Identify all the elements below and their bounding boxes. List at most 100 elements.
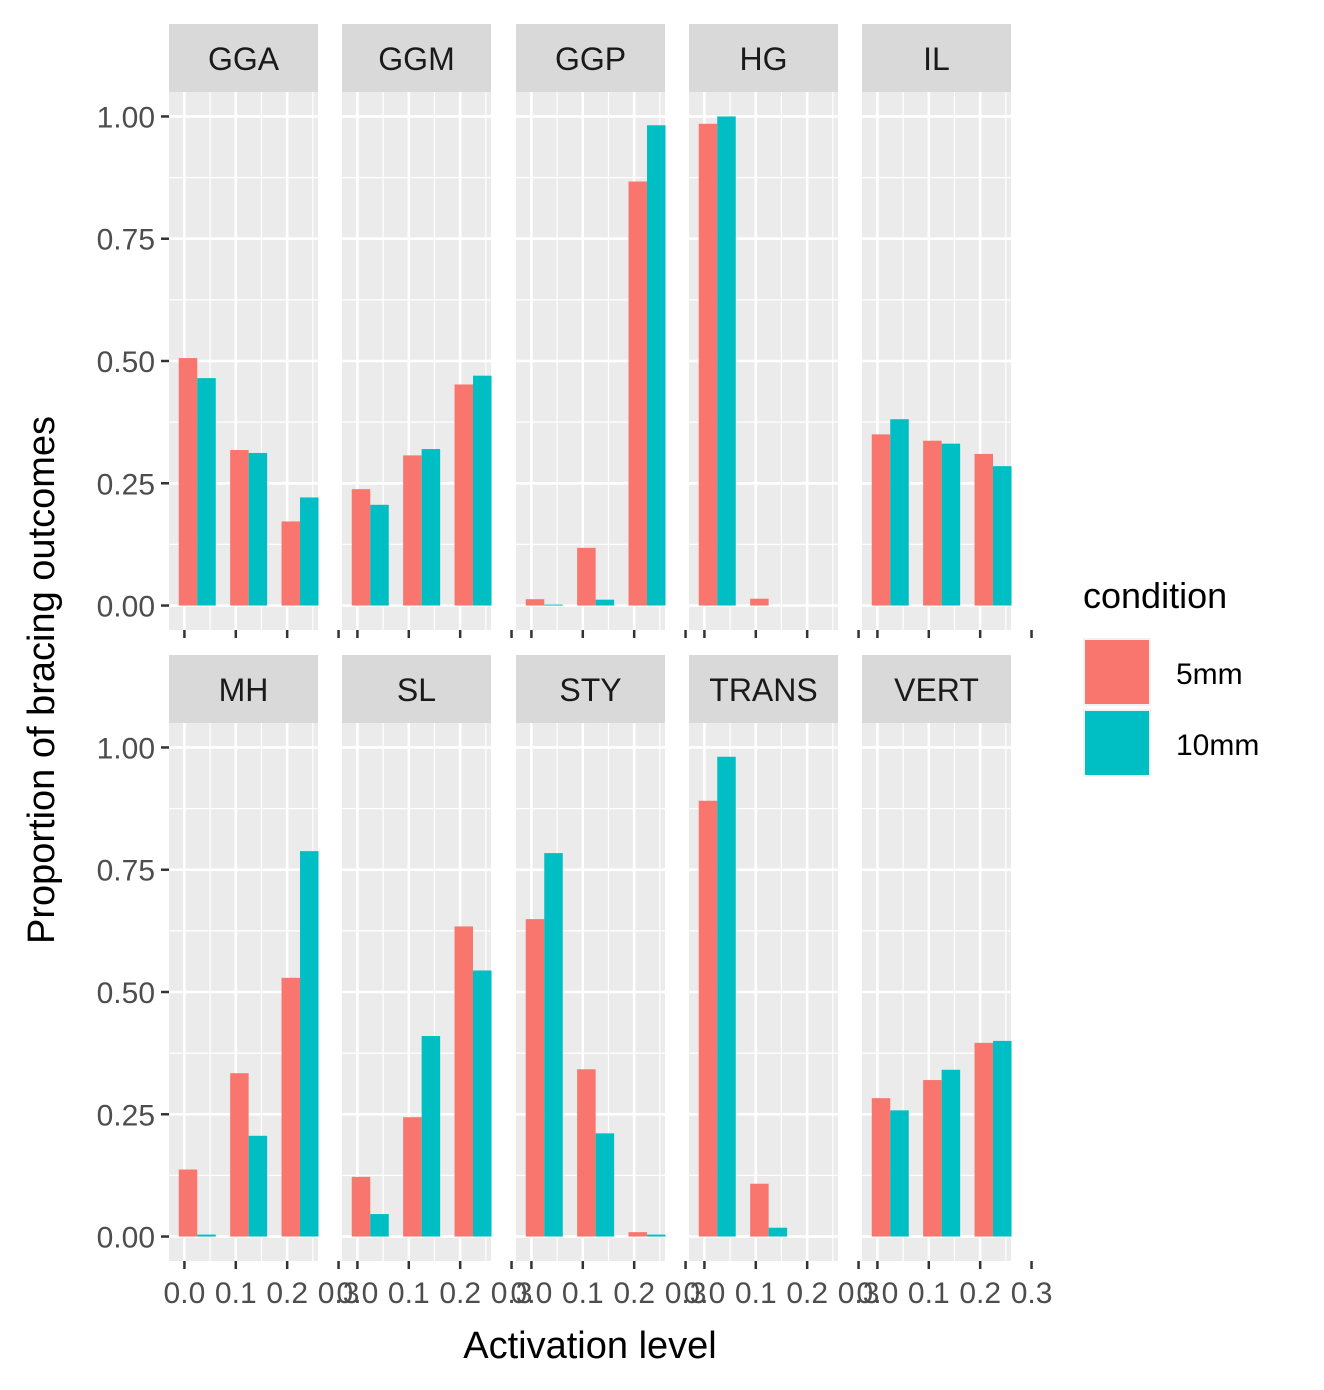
facet-strip-label: SL (397, 672, 436, 708)
y-tick-label: 1.00 (97, 101, 155, 134)
facet-strip (342, 655, 491, 723)
facet-strip-label: IL (923, 41, 950, 77)
y-tick-label: 0.75 (97, 855, 155, 888)
bar-10mm-vert (890, 1110, 909, 1237)
bar-5mm-il (974, 453, 994, 606)
bar-5mm-ggm (454, 384, 474, 606)
x-tick-label: 0.3 (491, 1277, 533, 1310)
bar-10mm-vert (941, 1069, 961, 1237)
bar-10mm-mh (300, 851, 319, 1237)
bar-5mm-ggm (403, 455, 422, 606)
bar-5mm-il (923, 440, 942, 606)
y-tick-label: 0.50 (97, 346, 155, 379)
x-tick-label: 0.2 (266, 1277, 308, 1310)
facet-strip-label: GGM (378, 41, 454, 77)
facet-strip (169, 655, 318, 723)
bar-10mm-ggm (473, 375, 492, 606)
x-tick-label: 0.3 (318, 1277, 360, 1310)
facet-mh: MH (169, 655, 340, 1261)
x-tick-label: 0.1 (908, 1277, 950, 1310)
x-tick-label: 0.3 (1011, 1277, 1053, 1310)
bar-10mm-trans (717, 756, 736, 1237)
bar-10mm-sl (473, 970, 492, 1237)
facet-strip (862, 655, 1011, 723)
facet-strip (342, 24, 491, 92)
bar-5mm-sty (628, 1232, 648, 1237)
facet-ggm: GGM (342, 24, 513, 630)
bar-5mm-vert (871, 1098, 891, 1237)
bar-10mm-vert (993, 1040, 1012, 1237)
x-tick-label: 0.2 (959, 1277, 1001, 1310)
x-axis-title: Activation level (463, 1325, 716, 1367)
y-tick-label: 0.00 (97, 591, 155, 624)
legend-label: 5mm (1176, 658, 1243, 691)
y-tick-label: 0.25 (97, 1099, 155, 1132)
facet-trans: TRANS (689, 655, 860, 1261)
bar-10mm-mh (197, 1234, 216, 1237)
facet-strip-label: HG (740, 41, 788, 77)
bar-5mm-gga (230, 450, 249, 606)
x-tick-label: 0.0 (511, 1277, 553, 1310)
bar-5mm-mh (178, 1169, 198, 1237)
bar-5mm-hg (750, 598, 769, 606)
bar-10mm-sty (647, 1234, 666, 1237)
bar-5mm-mh (281, 977, 301, 1237)
x-tick-label: 0.0 (684, 1277, 726, 1310)
bar-5mm-vert (974, 1042, 994, 1237)
bar-5mm-gga (281, 521, 301, 606)
bar-10mm-ggm (370, 504, 389, 606)
y-tick-label: 0.25 (97, 468, 155, 501)
bar-10mm-trans (768, 1227, 788, 1237)
y-tick-label: 0.00 (97, 1222, 155, 1255)
bar-5mm-il (871, 434, 891, 606)
facet-hg: HG (689, 24, 860, 630)
bar-10mm-il (890, 419, 909, 606)
facet-sl: SL (342, 655, 513, 1261)
bar-5mm-trans (750, 1183, 769, 1237)
facet-strip-label: STY (559, 672, 621, 708)
facet-strip (516, 655, 665, 723)
bar-5mm-sty (577, 1069, 596, 1237)
bar-5mm-vert (923, 1080, 942, 1237)
bar-5mm-sl (351, 1176, 371, 1237)
bar-10mm-sty (595, 1133, 615, 1237)
facet-strip (516, 24, 665, 92)
y-axis-title: Proportion of bracing outcomes (21, 416, 63, 944)
x-tick-label: 0.2 (613, 1277, 655, 1310)
bar-5mm-ggm (351, 489, 371, 606)
legend-key-10mm (1085, 711, 1149, 775)
facet-strip (689, 655, 838, 723)
y-tick-label: 0.50 (97, 977, 155, 1010)
x-tick-label: 0.2 (786, 1277, 828, 1310)
bar-10mm-sl (370, 1214, 389, 1237)
bar-10mm-hg (717, 116, 736, 606)
bar-10mm-ggp (595, 599, 615, 606)
facet-strip (689, 24, 838, 92)
x-tick-label: 0.1 (562, 1277, 604, 1310)
bar-5mm-ggp (628, 181, 648, 606)
bar-5mm-sty (525, 919, 545, 1237)
bar-5mm-trans (698, 800, 718, 1237)
x-tick-label: 0.0 (857, 1277, 899, 1310)
y-tick-label: 0.75 (97, 224, 155, 257)
facet-gga: GGA (169, 24, 340, 630)
bar-10mm-ggp (544, 604, 563, 606)
bar-10mm-sl (421, 1036, 441, 1237)
x-tick-label: 0.1 (215, 1277, 257, 1310)
legend-label: 10mm (1176, 729, 1259, 762)
bar-10mm-ggm (421, 449, 441, 606)
bar-5mm-sl (454, 926, 474, 1237)
bar-5mm-ggp (577, 547, 596, 606)
x-tick-label: 0.0 (164, 1277, 206, 1310)
facet-sty: STY (516, 655, 687, 1261)
bar-5mm-gga (178, 358, 198, 606)
facet-ggp: GGP (516, 24, 687, 630)
x-tick-label: 0.1 (735, 1277, 777, 1310)
legend-title: condition (1083, 575, 1227, 616)
facet-strip-label: VERT (894, 672, 979, 708)
bar-5mm-mh (230, 1073, 249, 1237)
bar-10mm-ggp (647, 125, 666, 606)
facet-strip-label: TRANS (709, 672, 817, 708)
bar-10mm-il (993, 466, 1012, 606)
